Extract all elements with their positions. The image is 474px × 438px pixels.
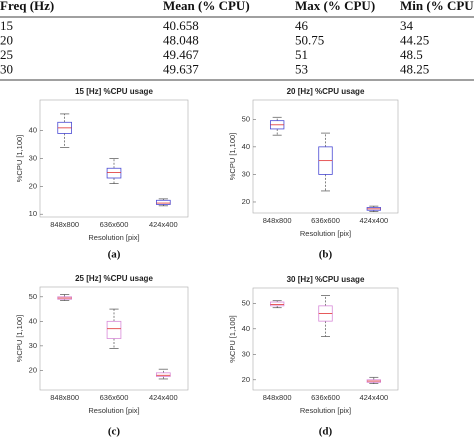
y-tick-label: 20	[242, 375, 250, 384]
chart-title: 25 [Hz] %CPU usage	[75, 274, 153, 283]
table-cell: 30	[0, 61, 13, 76]
table-cell: 49.637	[163, 61, 199, 76]
x-tick-label: 636x600	[311, 216, 340, 225]
x-axis-label: Resolution [pix]	[300, 229, 351, 238]
y-tick-label: 50	[242, 298, 250, 307]
table-header: Mean (% CPU)	[163, 0, 250, 13]
x-tick-label: 848x800	[50, 393, 79, 402]
caption: (a)	[108, 249, 121, 261]
plot-area	[252, 287, 399, 391]
box	[269, 301, 285, 307]
table-cell: 20	[0, 32, 13, 47]
y-tick-label: 40	[242, 324, 250, 333]
y-axis-label: %CPU [1,100]	[228, 133, 237, 181]
y-axis-label: %CPU [1,100]	[15, 315, 24, 363]
plot-area	[252, 99, 399, 214]
y-tick-label: 30	[29, 153, 37, 162]
y-tick-label: 50	[29, 292, 37, 301]
x-axis-label: Resolution [pix]	[88, 233, 139, 242]
y-tick-label: 20	[29, 365, 37, 374]
plot-area	[39, 286, 189, 391]
x-tick-label: 636x600	[100, 220, 129, 229]
y-tick-label: 50	[242, 114, 250, 123]
chart-title: 20 [Hz] %CPU usage	[287, 87, 365, 96]
caption: (c)	[108, 426, 121, 438]
x-axis-label: Resolution [pix]	[300, 406, 351, 415]
caption: (b)	[319, 249, 333, 261]
chart-title: 15 [Hz] %CPU usage	[75, 87, 153, 96]
y-tick-label: 30	[242, 169, 250, 178]
table-cell: 51	[295, 47, 308, 62]
y-tick-label: 30	[242, 349, 250, 358]
x-tick-label: 848x800	[263, 216, 292, 225]
y-tick-label: 10	[29, 209, 37, 218]
x-tick-label: 636x600	[100, 393, 129, 402]
y-tick-label: 30	[29, 341, 37, 350]
box	[156, 372, 171, 377]
y-tick-label: 20	[29, 181, 37, 190]
x-tick-label: 424x400	[359, 216, 388, 225]
table-header: Min (% CPU)	[400, 0, 474, 13]
table-cell: 34	[400, 18, 414, 33]
table-header: Freq (Hz)	[0, 0, 54, 13]
x-tick-label: 424x400	[149, 220, 178, 229]
y-axis-label: %CPU [1,100]	[228, 315, 237, 363]
y-tick-label: 40	[242, 142, 250, 151]
caption: (d)	[319, 426, 333, 438]
table-cell: 50.75	[295, 32, 324, 47]
chart-title: 30 [Hz] %CPU usage	[287, 275, 365, 284]
y-tick-label: 40	[29, 126, 37, 135]
table-cell: 15	[0, 18, 13, 33]
y-tick-label: 40	[29, 316, 37, 325]
x-tick-label: 848x800	[50, 220, 79, 229]
box	[106, 320, 122, 339]
box	[156, 199, 171, 205]
box	[106, 167, 122, 179]
table-cell: 49.467	[163, 47, 199, 62]
table-cell: 46	[295, 18, 309, 33]
y-axis-label: %CPU [1,100]	[15, 135, 24, 183]
table-cell: 44.25	[400, 32, 429, 47]
x-tick-label: 424x400	[149, 393, 178, 402]
table-cell: 40.658	[163, 18, 199, 33]
x-tick-label: 848x800	[263, 393, 292, 402]
table-cell: 53	[295, 61, 308, 76]
y-tick-label: 20	[242, 197, 250, 206]
table-header: Max (% CPU)	[295, 0, 375, 13]
table-cell: 25	[0, 47, 13, 62]
x-axis-label: Resolution [pix]	[88, 406, 139, 415]
table-cell: 48.25	[400, 61, 429, 76]
table-cell: 48.048	[163, 32, 199, 47]
x-tick-label: 424x400	[359, 393, 388, 402]
table-cell: 48.5	[400, 47, 423, 62]
x-tick-label: 636x600	[311, 393, 340, 402]
